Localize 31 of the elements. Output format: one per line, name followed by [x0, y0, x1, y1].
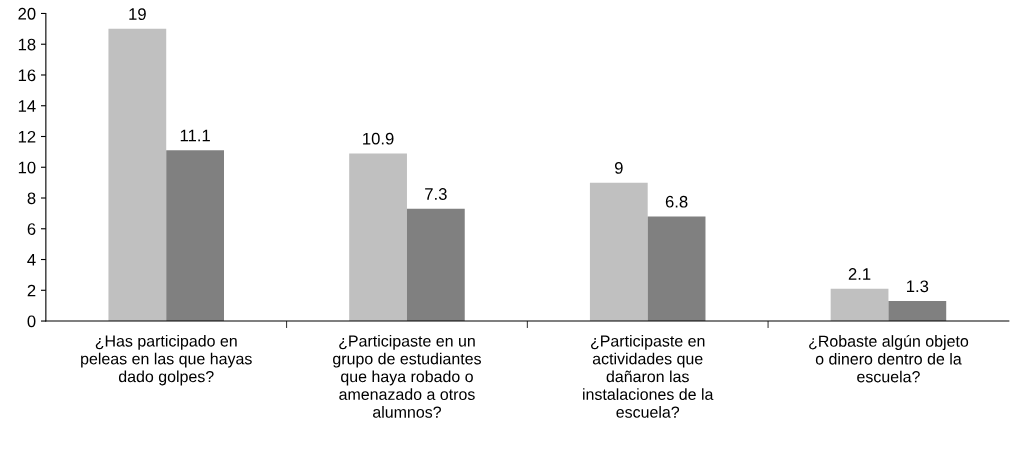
- bar: [406, 208, 465, 322]
- data-label: 7.3: [425, 188, 447, 200]
- bar: [830, 288, 889, 322]
- y-tick-label: 20: [18, 7, 36, 20]
- y-tick-label: 0: [27, 315, 36, 328]
- data-label: 6.8: [665, 195, 688, 208]
- x-tick-label: ¿Participaste en un grupo de estudiantes que haya robado o amenazado a otros alumnos?: [333, 334, 481, 418]
- bar: [888, 301, 947, 322]
- data-label: 2.1: [848, 268, 871, 280]
- y-tick-label: 10: [18, 161, 36, 174]
- bar: [349, 153, 407, 322]
- bar: [647, 216, 706, 322]
- bar: [589, 182, 648, 322]
- y-tick-label: 8: [27, 192, 36, 205]
- y-tick-label: 16: [18, 69, 36, 82]
- data-label: 1.3: [907, 280, 929, 293]
- y-tick-label: 12: [18, 130, 36, 143]
- bar: [166, 150, 224, 322]
- y-tick-label: 18: [18, 38, 36, 51]
- data-label: 19: [129, 8, 146, 20]
- y-tick-label: 14: [18, 100, 36, 112]
- data-label: 9: [614, 161, 623, 174]
- x-tick-label: ¿Participaste en actividades que dañaron las instalaciones de la escuela?: [583, 334, 714, 418]
- y-tick-label: 4: [27, 254, 36, 266]
- bar: [108, 28, 167, 322]
- data-label: 10.9: [363, 132, 394, 145]
- y-tick-label: 2: [27, 284, 36, 297]
- y-tick-label: 6: [27, 223, 36, 235]
- x-tick-label: ¿Has participado en peleas en las que hayas dado golpes?: [81, 334, 252, 386]
- data-label: 11.1: [180, 129, 210, 142]
- x-tick-label: ¿Robaste algún objeto o dinero dentro de la escuela?: [809, 334, 969, 383]
